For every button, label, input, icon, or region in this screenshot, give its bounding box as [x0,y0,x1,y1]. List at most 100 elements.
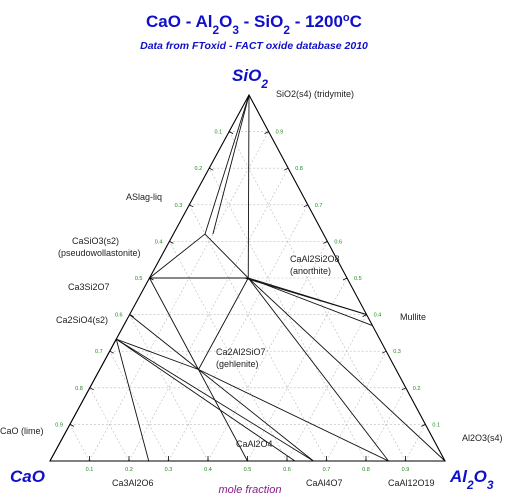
tie-line [248,277,373,327]
grid-line [189,204,327,462]
tie-line [247,277,389,462]
grid-line [168,204,309,462]
phase-label: Ca2Al2SiO7 [216,347,266,357]
grid-line [109,351,169,462]
tick-mark [169,241,174,244]
tie-line [198,369,314,462]
tie-lines [49,94,446,462]
phase-label: CaO (lime) [0,426,44,436]
grid-line [247,277,348,462]
tick-label: 0.6 [334,239,342,245]
tick-label: 0.9 [402,467,410,473]
tie-line [204,233,249,279]
tick-mark [284,167,289,171]
phase-label: Al2O3(s4) [462,433,503,443]
phase-label: CaSiO3(s2) [72,236,119,246]
tick-label: 0.2 [195,166,203,172]
tick-label: 0.7 [323,467,331,473]
tick-mark [342,277,348,281]
phase-label: CaAl4O7 [306,478,343,488]
tick-label: 0.1 [432,422,440,428]
tick-mark [209,167,214,171]
tick-mark [89,387,94,391]
tick-label: 0.1 [214,130,222,136]
grid-line [208,168,367,462]
grid-line [228,131,406,462]
phase-label: SiO2(s4) (tridymite) [276,89,354,99]
tick-mark [109,350,114,354]
tie-line [129,314,199,370]
tick-label: 0.2 [413,386,421,392]
composition-grid [69,131,426,462]
tick-label: 0.7 [315,203,323,209]
tick-label: 0.1 [86,467,94,473]
tick-label: 0.4 [204,467,212,473]
tick-mark [228,131,234,134]
tick-label: 0.8 [362,467,370,473]
vertex-label-left: CaO [10,467,45,486]
tick-label: 0.4 [374,313,382,319]
grid-line [89,387,130,462]
grid-line [326,351,387,462]
phase-label: CaAl2O4 [236,439,273,449]
phase-label: ASlag-liq [126,192,162,202]
grid-line [69,424,90,462]
phase-labels: SiO2(s4) (tridymite) ASlag-liq CaSiO3(s2) (… [0,89,503,488]
grid-line [405,424,426,462]
phase-label: (gehlenite) [216,359,259,369]
tick-mark [129,314,134,317]
tick-label: 0.6 [283,467,291,473]
tie-line [212,94,250,235]
tick-label: 0.3 [165,467,173,473]
tick-label: 0.8 [295,166,303,172]
tie-line [244,277,367,316]
grid-line [365,387,407,462]
tie-line [198,369,389,462]
tick-mark [264,131,269,134]
tick-label: 0.4 [155,239,163,245]
vertex-label-right: Al2O3 [449,467,494,492]
x-axis-label: mole fraction [219,484,282,496]
phase-label: Ca3Al2O6 [112,478,154,488]
grid-line [128,168,289,462]
tick-mark [323,241,328,244]
tie-line [198,369,248,462]
phase-label: CaAl2Si2O8 [290,254,340,264]
phase-label: Ca2SiO4(s2) [56,315,108,325]
phase-label: (pseudowollastonite) [58,248,141,258]
tick-mark [421,424,426,427]
grid-line [89,131,269,462]
tick-mark [303,204,308,208]
tick-label: 0.5 [244,467,252,473]
tick-mark [362,314,367,317]
tick-label: 0.5 [354,276,362,282]
tick-label: 0.5 [135,276,143,282]
tick-mark [69,424,75,427]
tie-line [247,277,446,462]
vertex-labels: SiO2 CaO Al2O3 [10,66,494,492]
chart-subtitle: Data from FToxid - FACT oxide database 2… [140,40,368,52]
tie-line [149,233,206,279]
tick-mark [189,204,194,208]
phase-label: Mullite [400,312,426,322]
tie-line [116,338,199,370]
tie-line [204,94,250,235]
chart-title: CaO - Al2O3 - SiO2 - 1200oC [146,12,362,37]
tie-line [116,338,296,462]
tie-line [149,277,199,370]
tick-label: 0.2 [125,467,133,473]
tie-line [115,339,150,462]
tick-label: 0.3 [175,203,183,209]
tick-label: 0.8 [75,386,83,392]
phase-label: Ca3Si2O7 [68,282,110,292]
tick-label: 0.7 [95,349,103,355]
phase-label: (anorthite) [290,266,331,276]
tick-label: 0.9 [55,422,63,428]
tick-mark [401,387,406,391]
tick-label: 0.9 [276,130,284,136]
tie-line [198,277,249,370]
tick-label: 0.6 [115,313,123,319]
phase-label: CaAl12O19 [388,478,435,488]
tick-mark [149,277,154,281]
